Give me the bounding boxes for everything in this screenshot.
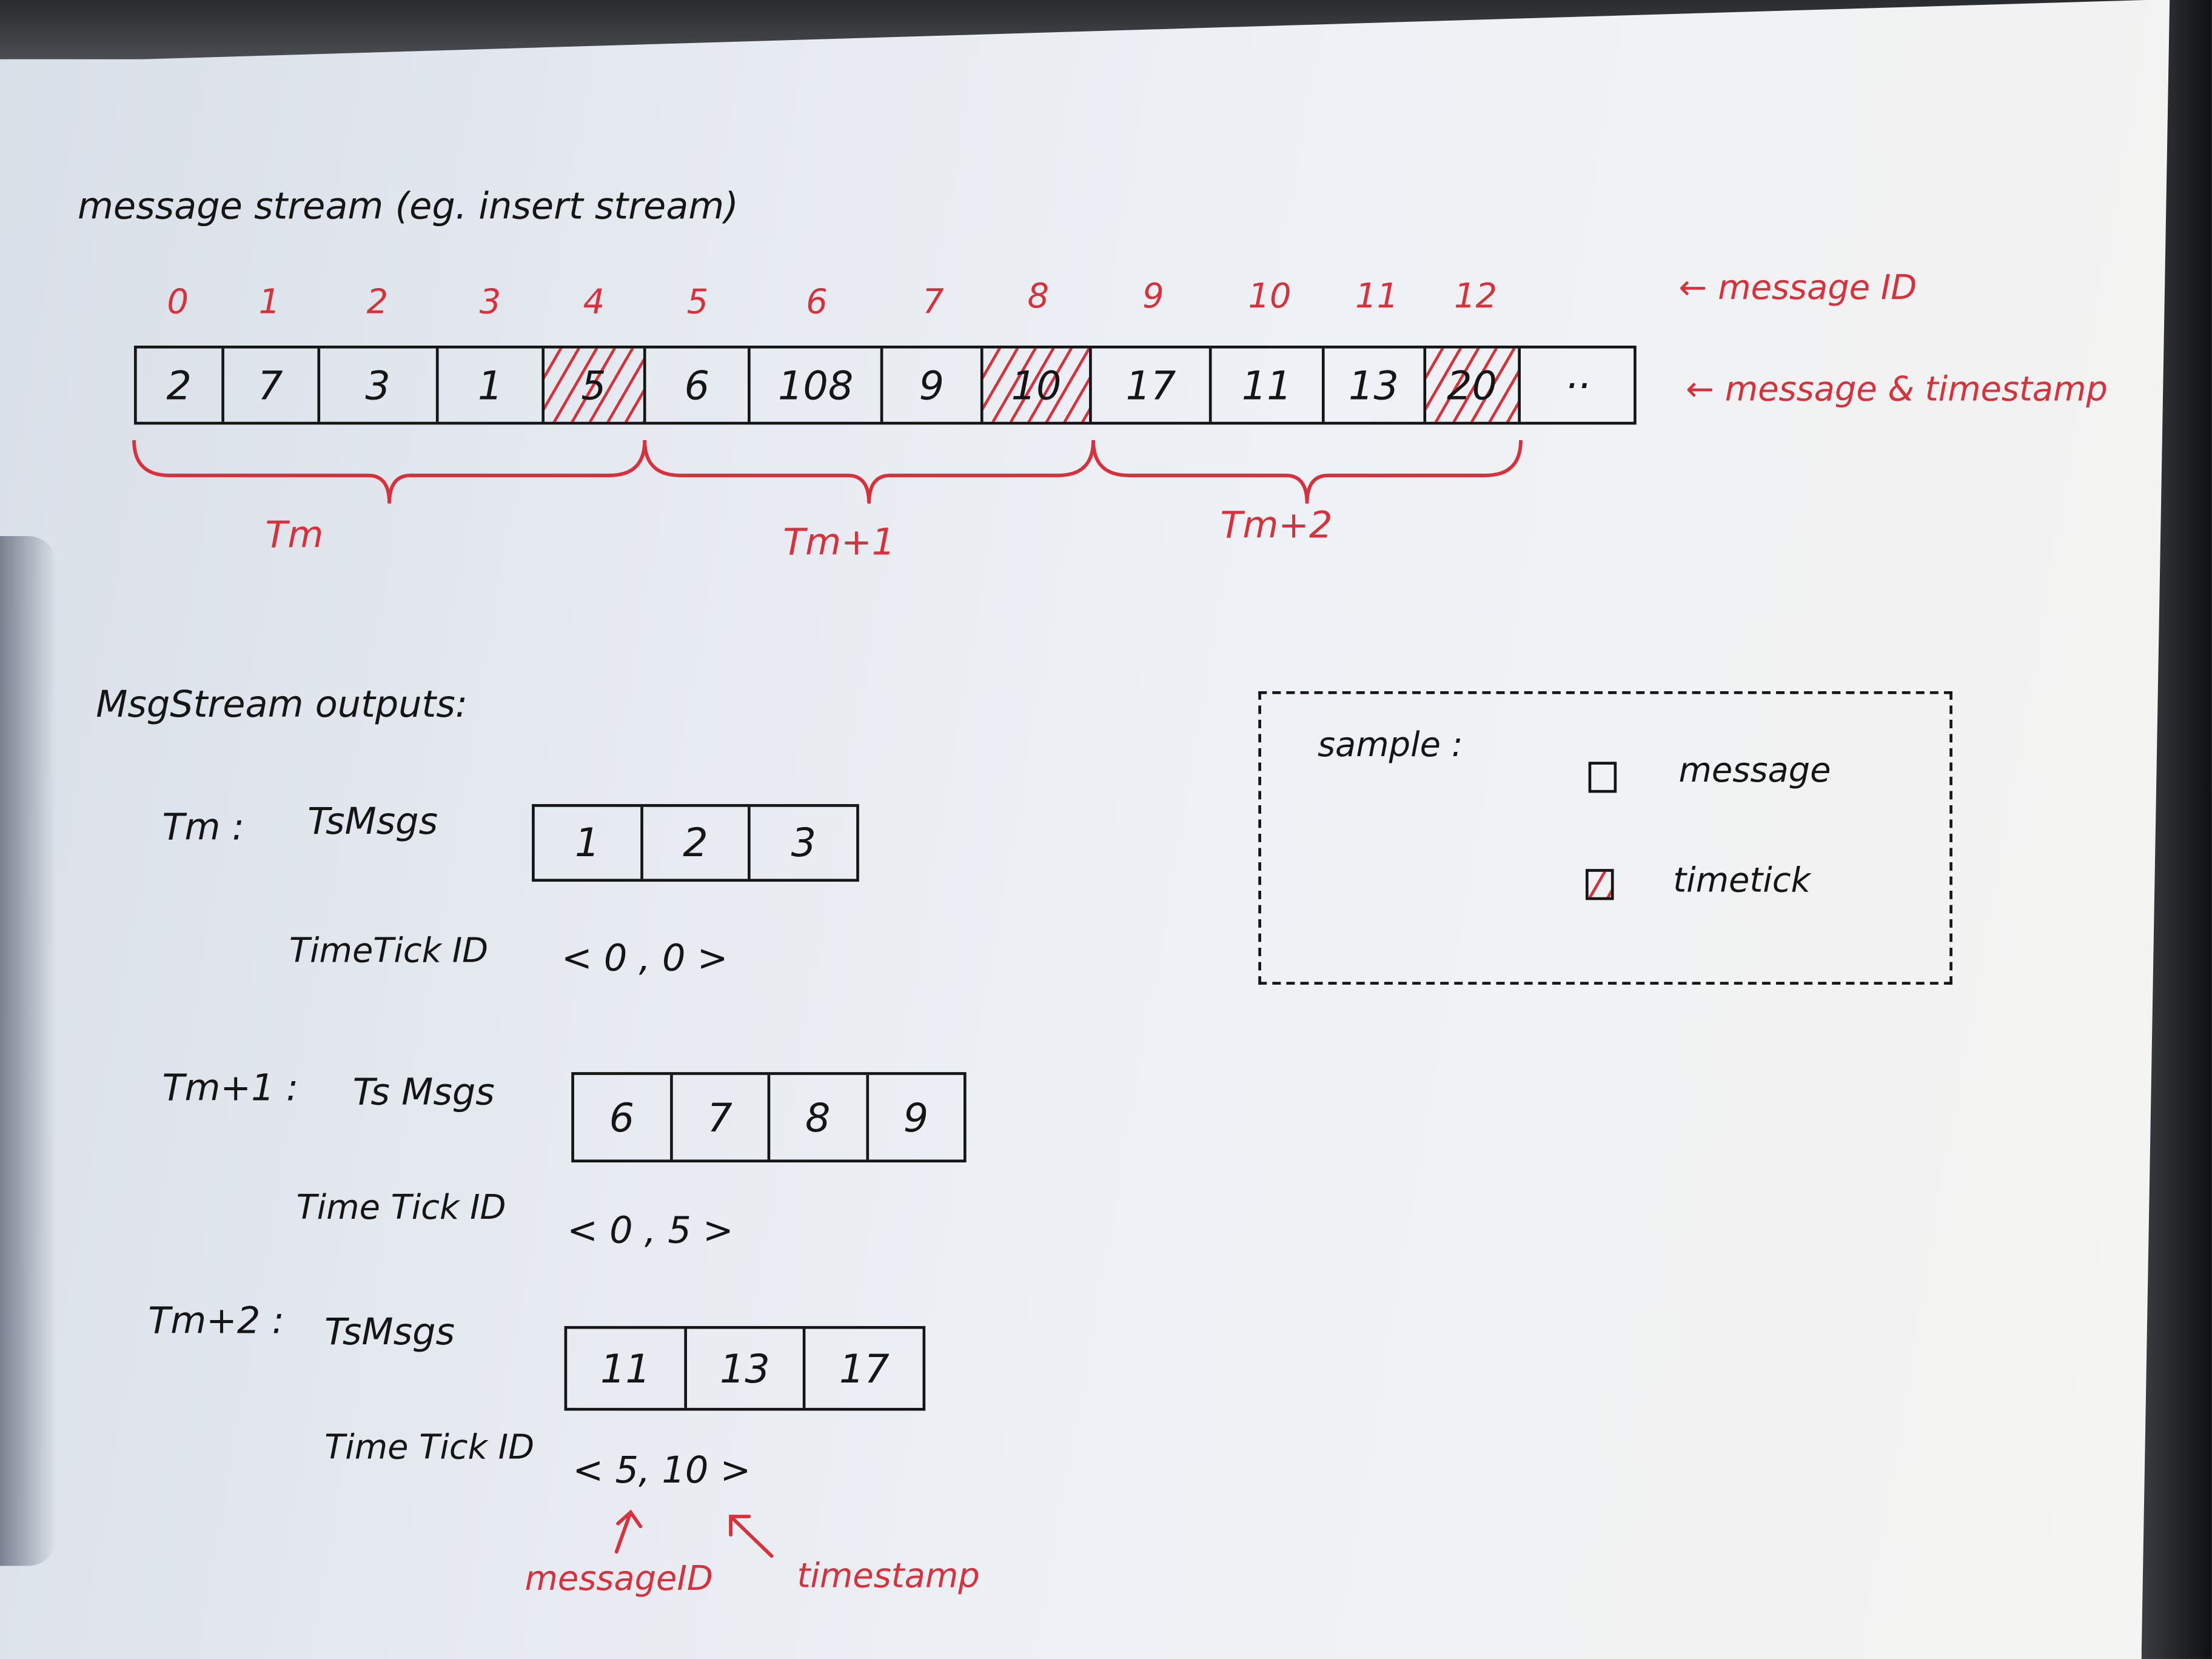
shadow <box>0 536 57 1566</box>
output-msgs-label: TsMsgs <box>324 1312 455 1355</box>
message-id-label: ← message ID <box>1678 268 1917 308</box>
arrow-to-timestamp <box>729 1515 774 1558</box>
output-msgs-box: 11 13 17 <box>564 1326 926 1411</box>
group-label-tm2: Tm+2 <box>1220 504 1333 548</box>
message-id-label: 12 <box>1453 276 1498 317</box>
message-id-label: 4 <box>583 282 605 322</box>
legend-title: sample : <box>1317 725 1463 765</box>
output-msgs-label: TsMsgs <box>307 801 438 844</box>
output-msgs-label: Ts Msgs <box>352 1072 495 1114</box>
output-period: Tm+1 : <box>162 1068 299 1110</box>
message-cell: 108 <box>751 348 883 422</box>
message-id-label: 1 <box>258 282 281 322</box>
message-id-label: 3 <box>479 282 501 322</box>
group-brace <box>1091 440 1523 504</box>
output-message-cell: 3 <box>791 819 817 866</box>
output-message-cell: 8 <box>770 1074 868 1160</box>
message-cell: 13 <box>1324 348 1426 422</box>
group-label-tm: Tm <box>265 515 324 557</box>
arrow-to-message-id <box>614 1509 643 1554</box>
output-message-cell: 13 <box>686 1329 806 1408</box>
message-cell: 7 <box>224 348 320 422</box>
group-brace <box>132 440 647 504</box>
diagram-title: message stream (eg. insert stream) <box>77 186 739 229</box>
message-id-label: 2 <box>366 282 389 322</box>
message-id-label: 0 <box>167 282 189 322</box>
output-message-cell: 6 <box>574 1074 672 1160</box>
output-message-cell: 17 <box>839 1345 890 1392</box>
message-cell: 6 <box>646 348 751 422</box>
annotation-timestamp: timestamp <box>797 1556 980 1596</box>
message-cell: ·· <box>1564 361 1590 409</box>
output-period: Tm : <box>162 806 245 850</box>
output-message-cell: 2 <box>643 806 751 879</box>
timetick-id-value: < 5, 10 > <box>572 1450 751 1493</box>
message-square-icon <box>1588 762 1617 793</box>
legend-box: sample : message timetick <box>1258 691 1952 985</box>
timetick-cell: 5 <box>544 348 646 422</box>
timetick-id-label: Time Tick ID <box>324 1427 535 1467</box>
message-id-label: 9 <box>1142 276 1164 317</box>
legend-item-message: message <box>1678 750 1831 790</box>
message-cell: 11 <box>1212 348 1325 422</box>
message-stream-bar: 2 7 3 1 5 6 108 9 10 17 11 13 20 ·· <box>134 345 1637 425</box>
message-cell: 2 <box>137 348 224 422</box>
message-timestamp-label: ← message & timestamp <box>1686 369 2108 409</box>
group-brace <box>643 440 1095 504</box>
message-id-label: 11 <box>1355 276 1399 317</box>
timetick-id-label: Time Tick ID <box>296 1187 506 1228</box>
message-id-label: 8 <box>1027 276 1050 317</box>
message-cell: 9 <box>883 348 983 422</box>
timetick-id-value: < 0 , 5 > <box>567 1210 734 1253</box>
timetick-cell: 20 <box>1426 348 1521 422</box>
timetick-id-label: TimeTick ID <box>289 931 489 971</box>
message-id-label: 6 <box>806 282 828 322</box>
timetick-hatched-square-icon <box>1585 869 1614 900</box>
message-cell: 17 <box>1093 348 1212 422</box>
timetick-cell: 10 <box>982 348 1093 422</box>
message-id-label: 10 <box>1248 276 1292 317</box>
output-message-cell: 11 <box>567 1329 687 1408</box>
outputs-heading: MsgStream outputs: <box>96 684 468 727</box>
message-id-label: 7 <box>922 282 944 322</box>
group-label-tm1: Tm+1 <box>783 521 896 565</box>
output-message-cell: 9 <box>903 1094 929 1141</box>
output-message-cell: 1 <box>535 806 643 879</box>
annotation-message-id: messageID <box>525 1558 713 1598</box>
output-message-cell: 7 <box>672 1074 771 1160</box>
output-period: Tm+2 : <box>148 1301 284 1343</box>
message-cell: 1 <box>439 348 545 422</box>
timetick-id-value: < 0 , 0 > <box>561 938 728 980</box>
message-id-label: 5 <box>686 282 709 322</box>
message-cell: 3 <box>320 348 440 422</box>
legend-item-timetick: timetick <box>1673 860 1811 900</box>
